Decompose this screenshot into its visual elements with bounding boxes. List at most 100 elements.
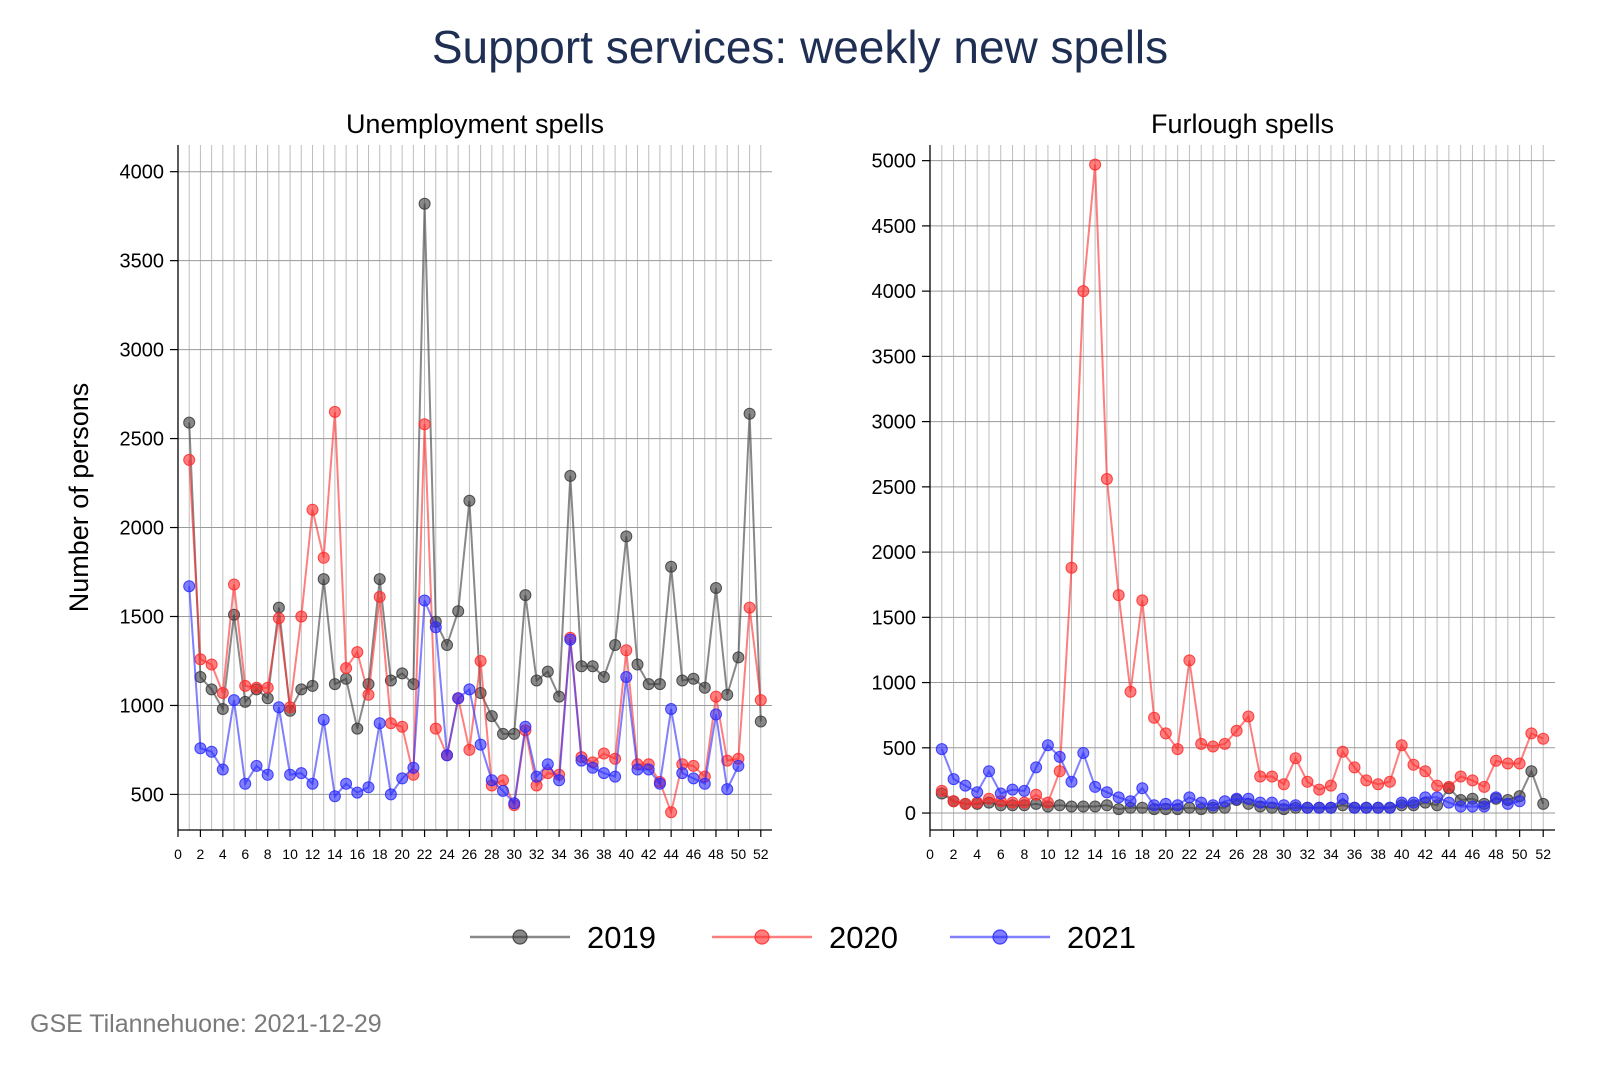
data-point-2020 <box>687 759 700 772</box>
data-point-2020 <box>1466 774 1479 787</box>
data-point-2021 <box>564 633 577 646</box>
data-point-2019 <box>541 665 554 678</box>
data-point-2019 <box>698 681 711 694</box>
data-point-2019 <box>653 678 666 691</box>
data-point-2020 <box>261 681 274 694</box>
data-point-2020 <box>959 797 972 810</box>
data-point-2021 <box>1431 791 1444 804</box>
data-point-2021 <box>508 797 521 810</box>
data-point-2021 <box>1289 799 1302 812</box>
y-tick-label: 2000 <box>120 518 165 540</box>
data-point-2020 <box>1348 761 1361 774</box>
data-point-2020 <box>1136 594 1149 607</box>
series-line-2020 <box>941 164 1544 805</box>
data-point-2020 <box>620 644 633 657</box>
data-point-2021 <box>328 790 341 803</box>
y-tick-label: 1000 <box>872 673 917 695</box>
data-point-2021 <box>1018 784 1031 797</box>
x-tick-label: 44 <box>1441 846 1457 862</box>
data-point-2020 <box>935 784 948 797</box>
footer-note: GSE Tilannehuone: 2021-12-29 <box>30 1010 382 1038</box>
data-point-2021 <box>474 738 487 751</box>
data-point-2021 <box>994 787 1007 800</box>
data-point-2020 <box>1148 711 1161 724</box>
data-point-2021 <box>250 759 263 772</box>
x-tick-label: 46 <box>1465 846 1481 862</box>
data-point-2019 <box>687 672 700 685</box>
x-tick-label: 20 <box>1158 846 1174 862</box>
data-point-2020 <box>609 752 622 765</box>
data-point-2021 <box>1077 747 1090 759</box>
x-tick-label: 22 <box>417 846 433 862</box>
x-tick-label: 40 <box>619 846 635 862</box>
y-tick-label: 3500 <box>872 346 917 368</box>
x-tick-label: 14 <box>1087 846 1103 862</box>
x-tick-label: 6 <box>241 846 249 862</box>
y-tick-label: 4000 <box>120 162 165 184</box>
x-tick-label: 46 <box>686 846 702 862</box>
data-point-2020 <box>1372 778 1385 791</box>
x-tick-label: 2 <box>950 846 958 862</box>
x-tick-label: 20 <box>394 846 410 862</box>
data-point-2021 <box>1277 799 1290 812</box>
data-point-2019 <box>597 671 610 683</box>
data-point-2019 <box>530 674 543 687</box>
data-point-2021 <box>721 783 734 796</box>
data-point-2021 <box>1100 786 1113 799</box>
legend-label-2021: 2021 <box>1067 920 1136 955</box>
data-point-2021 <box>586 761 599 774</box>
y-tick-label: 500 <box>883 738 916 760</box>
data-point-2020 <box>429 722 442 735</box>
data-point-2019 <box>317 573 330 586</box>
data-point-2019 <box>328 678 341 691</box>
data-point-2021 <box>463 683 476 696</box>
data-point-2020 <box>1183 654 1196 667</box>
data-point-2020 <box>1501 757 1514 770</box>
x-tick-label: 34 <box>1323 846 1339 862</box>
data-point-2020 <box>328 405 341 418</box>
x-tick-label: 32 <box>529 846 545 862</box>
data-point-2019 <box>676 674 689 687</box>
furlough-panel: 0500100015002000250030003500400045005000… <box>872 109 1555 862</box>
data-point-2021 <box>1395 796 1408 809</box>
data-point-2019 <box>272 601 285 614</box>
data-point-2019 <box>631 658 644 671</box>
data-point-2020 <box>396 720 409 733</box>
data-point-2021 <box>407 761 420 774</box>
data-point-2020 <box>474 655 487 667</box>
data-point-2019 <box>1053 799 1066 812</box>
x-tick-label: 30 <box>1276 846 1292 862</box>
x-tick-label: 36 <box>1347 846 1363 862</box>
x-tick-label: 52 <box>1535 846 1551 862</box>
x-tick-label: 18 <box>372 846 388 862</box>
data-point-2020 <box>272 612 285 625</box>
data-point-2020 <box>239 679 252 692</box>
data-point-2021 <box>959 779 972 792</box>
legend-marker-2020 <box>754 929 770 945</box>
y-tick-label: 1500 <box>872 607 917 629</box>
x-tick-label: 42 <box>641 846 657 862</box>
x-tick-label: 26 <box>462 846 478 862</box>
y-tick-label: 5000 <box>872 151 917 173</box>
data-point-2020 <box>1195 737 1208 750</box>
data-point-2020 <box>183 453 196 466</box>
data-point-2021 <box>1490 791 1502 804</box>
data-point-2021 <box>1454 800 1467 813</box>
data-point-2020 <box>1525 727 1538 740</box>
data-point-2021 <box>530 770 543 783</box>
x-tick-label: 12 <box>305 846 321 862</box>
data-point-2019 <box>642 678 655 691</box>
data-point-2020 <box>1018 796 1031 809</box>
x-tick-label: 8 <box>1020 846 1028 862</box>
data-point-2019 <box>553 690 566 703</box>
data-point-2021 <box>418 594 431 607</box>
data-point-2020 <box>1431 779 1444 792</box>
data-point-2021 <box>1513 795 1526 808</box>
data-point-2019 <box>306 679 319 692</box>
y-tick-label: 2500 <box>120 429 165 451</box>
panel-title: Furlough spells <box>1151 109 1334 139</box>
data-point-2021 <box>373 717 386 730</box>
x-tick-label: 14 <box>327 846 343 862</box>
data-point-2021 <box>384 788 397 801</box>
